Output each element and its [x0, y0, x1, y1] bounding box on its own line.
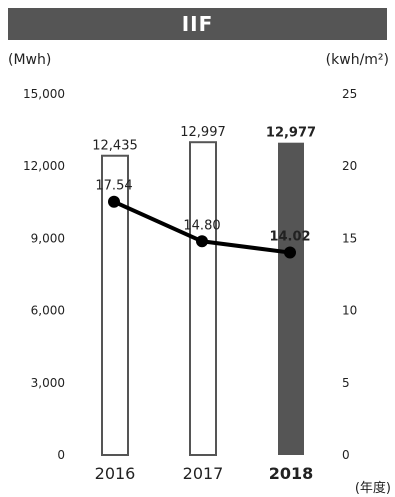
left-axis-tick-label: 0	[57, 448, 65, 462]
right-axis-tick-label: 10	[342, 304, 357, 318]
chart-title: IIF	[181, 12, 214, 36]
left-axis-tick-label: 6,000	[31, 304, 65, 318]
x-axis-unit: (年度)	[354, 481, 391, 496]
left-axis-tick-label: 12,000	[23, 159, 65, 173]
right-axis-tick-label: 15	[342, 231, 357, 245]
bar-value-label: 12,435	[92, 139, 138, 154]
chart-title-bar: IIF	[8, 8, 387, 40]
right-axis-tick-label: 5	[342, 376, 350, 390]
line-value-label: 14.80	[183, 218, 220, 233]
bar	[189, 141, 217, 456]
line-point	[284, 246, 296, 259]
right-axis-tick-label: 20	[342, 159, 357, 173]
right-axis-unit: (kwh/m²)	[325, 52, 389, 68]
left-axis-tick-label: 9,000	[31, 231, 65, 245]
line-point	[196, 235, 208, 248]
bar	[278, 142, 304, 455]
x-axis-category-label: 2017	[183, 464, 224, 483]
x-axis-category-label: 2016	[95, 464, 136, 483]
line-value-label: 17.54	[95, 179, 132, 194]
x-axis-category-label: 2018	[269, 464, 314, 483]
bar-value-label: 12,977	[266, 126, 316, 141]
right-axis-tick-label: 0	[342, 448, 350, 462]
left-axis-unit: (Mwh)	[8, 52, 52, 68]
left-axis-tick-label: 15,000	[23, 87, 65, 101]
bar-value-label: 12,997	[180, 125, 226, 140]
line-value-label: 14.02	[269, 230, 310, 245]
line-point	[108, 195, 120, 208]
left-axis-tick-label: 3,000	[31, 376, 65, 390]
right-axis-tick-label: 25	[342, 87, 357, 101]
